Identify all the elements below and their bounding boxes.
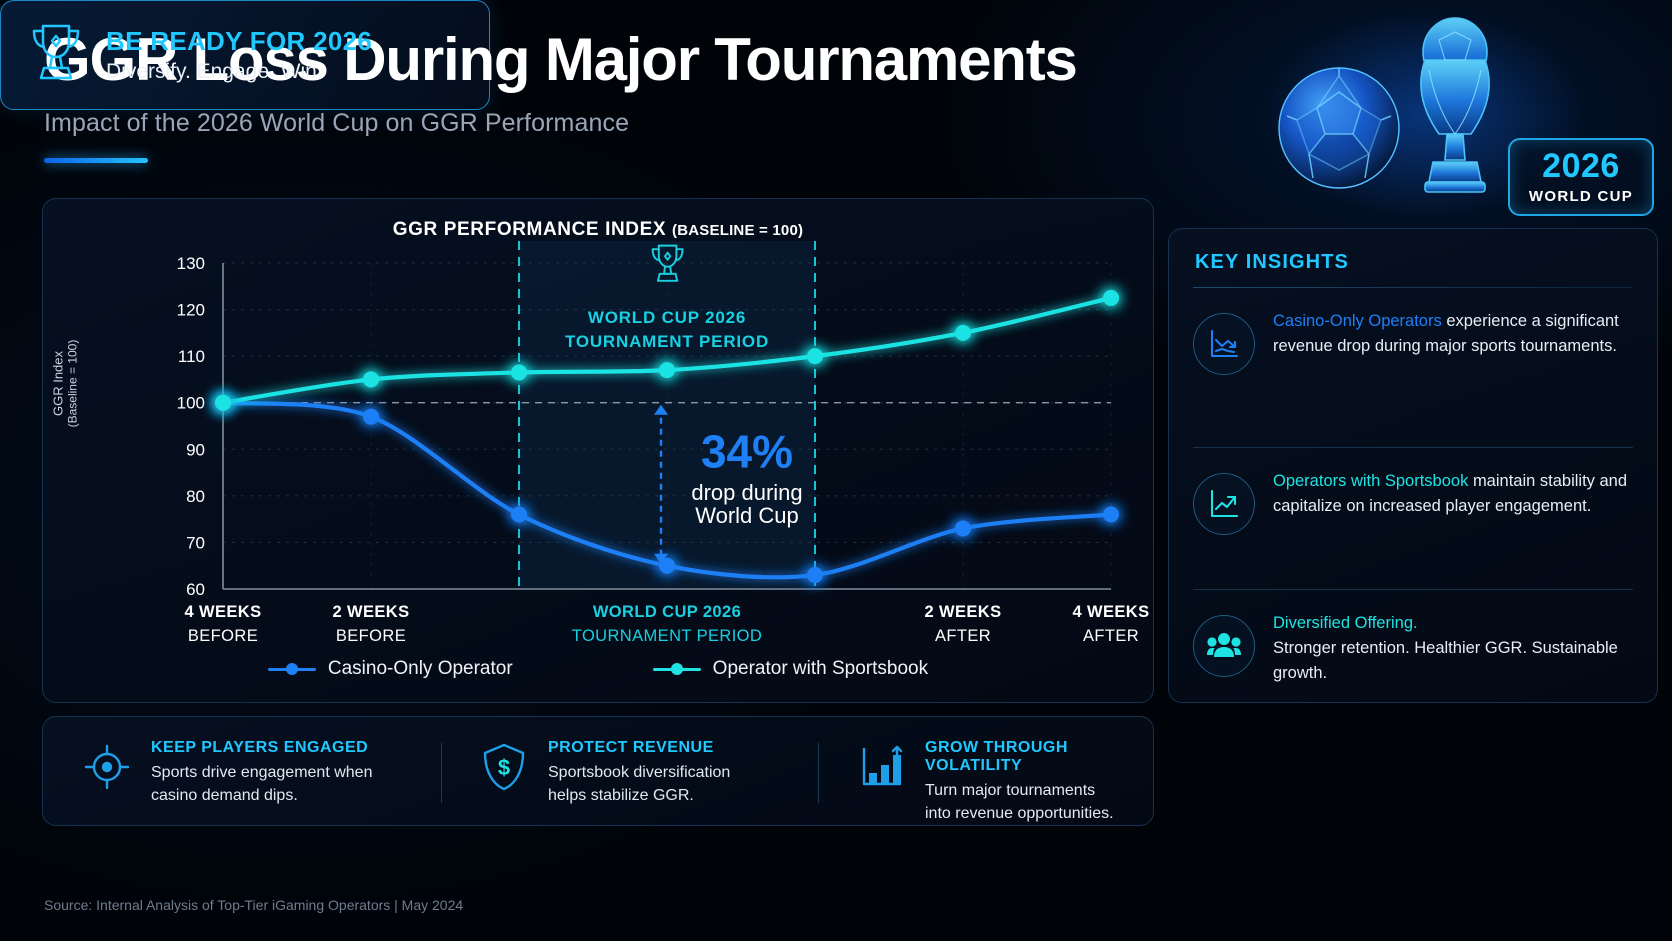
legend-label-1: Casino-Only Operator bbox=[327, 658, 513, 679]
svg-text:60: 60 bbox=[186, 580, 205, 599]
page-title: GGR Loss During Major Tournaments bbox=[44, 26, 1078, 93]
svg-text:WORLD CUP 2026: WORLD CUP 2026 bbox=[593, 603, 741, 621]
svg-text:BEFORE: BEFORE bbox=[336, 627, 406, 641]
svg-text:drop during: drop during bbox=[691, 480, 802, 505]
source-note: Source: Internal Analysis of Top-Tier iG… bbox=[44, 897, 464, 913]
svg-text:70: 70 bbox=[186, 533, 205, 552]
target-icon bbox=[81, 741, 133, 793]
feature-body-line1-3: Turn major tournaments bbox=[925, 782, 1096, 799]
year-badge-year: 2026 bbox=[1542, 147, 1620, 185]
feature-body-2: Sportsbook diversification helps stabili… bbox=[548, 761, 730, 807]
key-insights-title: KEY INSIGHTS bbox=[1195, 251, 1349, 273]
svg-text:120: 120 bbox=[177, 301, 205, 320]
chart-rising-icon bbox=[1193, 473, 1255, 535]
insight-separator-1 bbox=[1193, 447, 1633, 448]
feature-title-2: PROTECT REVENUE bbox=[548, 739, 714, 756]
svg-text:World Cup: World Cup bbox=[695, 503, 799, 528]
insight-separator-2 bbox=[1193, 589, 1633, 590]
feature-body-1: Sports drive engagement when casino dema… bbox=[151, 761, 372, 807]
svg-text:100: 100 bbox=[177, 394, 205, 413]
feature-body-line2-2: helps stabilize GGR. bbox=[548, 787, 694, 805]
chart-panel: GGR PERFORMANCE INDEX (BASELINE = 100) G… bbox=[42, 198, 1154, 703]
insight-text-3: Diversified Offering. Stronger retention… bbox=[1273, 611, 1635, 686]
people-group-icon bbox=[1193, 615, 1255, 677]
cta-subtitle: Diversify. Engage. Win. bbox=[106, 59, 323, 83]
legend-label-2: Operator with Sportsbook bbox=[712, 658, 929, 679]
svg-text:$: $ bbox=[498, 755, 510, 780]
feature-title-1: KEEP PLAYERS ENGAGED bbox=[151, 739, 369, 756]
feature-body-line2-3: into revenue opportunities. bbox=[925, 805, 1114, 823]
shield-dollar-icon: $ bbox=[478, 741, 530, 793]
legend-swatch-1 bbox=[267, 663, 316, 675]
svg-text:TOURNAMENT PERIOD: TOURNAMENT PERIOD bbox=[565, 332, 769, 351]
svg-text:BEFORE: BEFORE bbox=[188, 627, 258, 641]
insight-body-1: experience a significant revenue drop du… bbox=[1273, 312, 1619, 356]
insights-divider bbox=[1193, 287, 1633, 288]
svg-text:WORLD CUP 2026: WORLD CUP 2026 bbox=[588, 308, 746, 327]
svg-text:110: 110 bbox=[178, 347, 205, 366]
key-insights-panel: KEY INSIGHTS Casino-Only Operators exper… bbox=[1168, 228, 1658, 703]
insight-body-3: Stronger retention. Healthier GGR. Susta… bbox=[1273, 639, 1618, 683]
cta-panel[interactable]: BE READY FOR 2026 Diversify. Engage. Win… bbox=[0, 0, 490, 110]
features-panel: KEEP PLAYERS ENGAGED Sports drive engage… bbox=[42, 716, 1154, 826]
feature-body-3: Turn major tournaments into revenue oppo… bbox=[925, 779, 1155, 825]
svg-text:80: 80 bbox=[186, 487, 205, 506]
year-badge: 2026 WORLD CUP bbox=[1508, 138, 1654, 216]
accent-rule bbox=[44, 157, 148, 163]
year-badge-event: WORLD CUP bbox=[1528, 188, 1634, 205]
header: GGR Loss During Major Tournaments Impact… bbox=[44, 26, 1204, 163]
svg-text:90: 90 bbox=[186, 440, 205, 459]
bar-chart-growth-icon bbox=[855, 741, 907, 793]
svg-text:AFTER: AFTER bbox=[1083, 627, 1139, 641]
insight-text-2: Operators with Sportsbook maintain stabi… bbox=[1273, 469, 1635, 519]
insight-item-2: Operators with Sportsbook maintain stabi… bbox=[1193, 469, 1635, 535]
svg-text:2 WEEKS: 2 WEEKS bbox=[332, 603, 409, 621]
chart-title: GGR PERFORMANCE INDEX (BASELINE = 100) bbox=[43, 219, 1153, 241]
feature-body-line2-1: casino demand dips. bbox=[151, 787, 298, 805]
insight-body-2: maintain stability and capitalize on inc… bbox=[1273, 472, 1628, 516]
svg-text:34%: 34% bbox=[701, 425, 793, 477]
trophy-icon bbox=[28, 20, 84, 89]
hero-graphic: 2026 WORLD CUP bbox=[1255, 4, 1655, 216]
svg-text:4 WEEKS: 4 WEEKS bbox=[1072, 603, 1149, 621]
chart-title-suffix: (BASELINE = 100) bbox=[672, 222, 804, 239]
insight-lead-3: Diversified Offering. bbox=[1273, 614, 1418, 632]
feature-item-1: KEEP PLAYERS ENGAGED Sports drive engage… bbox=[81, 739, 421, 807]
svg-text:TOURNAMENT PERIOD: TOURNAMENT PERIOD bbox=[572, 627, 762, 641]
chart-declining-icon bbox=[1193, 313, 1255, 375]
world-cup-trophy-icon bbox=[1420, 17, 1490, 193]
chart-title-main: GGR PERFORMANCE INDEX bbox=[392, 219, 667, 240]
svg-text:130: 130 bbox=[177, 254, 205, 273]
feature-item-3: GROW THROUGH VOLATILITY Turn major tourn… bbox=[855, 739, 1155, 825]
cta-title: BE READY FOR 2026 bbox=[106, 25, 373, 56]
insight-item-3: Diversified Offering. Stronger retention… bbox=[1193, 611, 1635, 686]
legend-item-1[interactable]: Casino-Only Operator bbox=[267, 658, 513, 680]
chart-legend: Casino-Only Operator Operator with Sports… bbox=[43, 658, 1153, 680]
svg-text:2 WEEKS: 2 WEEKS bbox=[924, 603, 1001, 621]
feature-separator-2 bbox=[818, 743, 819, 803]
svg-text:4 WEEKS: 4 WEEKS bbox=[184, 603, 261, 621]
insight-text-1: Casino-Only Operators experience a signi… bbox=[1273, 309, 1635, 359]
feature-body-line1-2: Sportsbook diversification bbox=[548, 764, 731, 781]
insight-item-1: Casino-Only Operators experience a signi… bbox=[1193, 309, 1635, 375]
feature-title-3: GROW THROUGH VOLATILITY bbox=[925, 739, 1068, 774]
feature-separator-1 bbox=[441, 743, 442, 803]
insight-lead-1: Casino-Only Operators bbox=[1273, 312, 1442, 330]
page-subtitle: Impact of the 2026 World Cup on GGR Perf… bbox=[44, 108, 630, 137]
cta-content: BE READY FOR 2026 Diversify. Engage. Win… bbox=[28, 20, 372, 89]
soccer-ball-icon bbox=[1278, 67, 1400, 189]
svg-text:AFTER: AFTER bbox=[935, 627, 991, 641]
chart-plot: 60 70 80 90 100 110 120 130 34% drop during World … bbox=[43, 241, 1155, 645]
insight-lead-2: Operators with Sportsbook bbox=[1273, 472, 1469, 490]
feature-item-2: $ PROTECT REVENUE Sportsbook diversifica… bbox=[478, 739, 798, 807]
legend-item-2[interactable]: Operator with Sportsbook bbox=[652, 658, 929, 680]
legend-swatch-2 bbox=[652, 663, 701, 675]
feature-body-line1-1: Sports drive engagement when bbox=[151, 764, 373, 781]
